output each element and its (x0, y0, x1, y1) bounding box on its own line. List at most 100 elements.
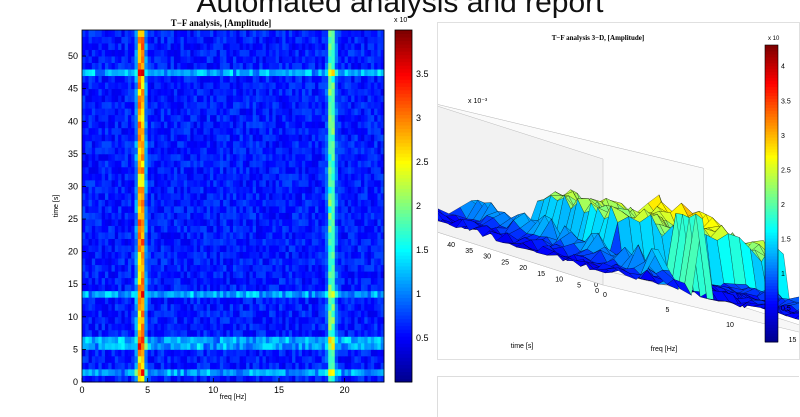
heatmap-cell (230, 317, 234, 324)
heatmap-cell (121, 160, 125, 167)
heatmap-cell (315, 50, 319, 57)
heatmap-cell (266, 115, 270, 122)
heatmap-cell (187, 115, 191, 122)
heatmap-cell (361, 291, 365, 298)
heatmap-cell (85, 167, 89, 174)
heatmap-y-tick-label: 15 (68, 279, 78, 289)
heatmap-cell (164, 278, 168, 285)
heatmap-cell (98, 284, 102, 291)
heatmap-cell (141, 82, 145, 89)
heatmap-cell (207, 219, 211, 226)
heatmap-cell (259, 284, 263, 291)
heatmap-cell (289, 186, 293, 193)
heatmap-cell (131, 258, 135, 265)
heatmap-cell (112, 199, 116, 206)
heatmap-cell (112, 206, 116, 213)
heatmap-cell (240, 362, 244, 369)
heatmap-cell (203, 63, 207, 70)
heatmap-cell (322, 30, 326, 37)
heatmap-cell (240, 245, 244, 252)
heatmap-cell (95, 134, 99, 141)
heatmap-cell (154, 69, 158, 76)
heatmap-cell (368, 30, 372, 37)
heatmap-cell (89, 121, 93, 128)
heatmap-cell (302, 265, 306, 272)
heatmap-cell (368, 323, 372, 330)
heatmap-cell (338, 147, 342, 154)
heatmap-cell (269, 69, 273, 76)
heatmap-cell (167, 56, 171, 63)
heatmap-cell (108, 239, 112, 246)
heatmap-cell (144, 336, 148, 343)
heatmap-cell (266, 95, 270, 102)
heatmap-cell (253, 121, 257, 128)
heatmap-cell (341, 76, 345, 83)
heatmap-cell (115, 147, 119, 154)
heatmap-cell (190, 271, 194, 278)
heatmap-cell (118, 369, 122, 376)
heatmap-cell (200, 76, 204, 83)
heatmap-cell (125, 349, 129, 356)
heatmap-cell (325, 271, 329, 278)
heatmap-cell (220, 167, 224, 174)
heatmap-cell (318, 213, 322, 220)
heatmap-cell (217, 193, 221, 200)
heatmap-cell (105, 239, 109, 246)
heatmap-cell (266, 76, 270, 83)
heatmap-cell (341, 199, 345, 206)
heatmap-cell (135, 160, 139, 167)
heatmap-cell (177, 291, 181, 298)
heatmap-cell (371, 160, 375, 167)
heatmap-cell (98, 232, 102, 239)
heatmap-cell (299, 76, 303, 83)
heatmap-cell (171, 330, 175, 337)
heatmap-cell (164, 330, 168, 337)
heatmap-cell (226, 304, 230, 311)
heatmap-cell (98, 199, 102, 206)
heatmap-cell (158, 160, 162, 167)
heatmap-cell (138, 160, 142, 167)
heatmap-cell (315, 343, 319, 350)
heatmap-cell (292, 43, 296, 50)
heatmap-cell (184, 284, 188, 291)
heatmap-cell (115, 362, 119, 369)
heatmap-cell (141, 43, 145, 50)
heatmap-cell (236, 226, 240, 233)
heatmap-cell (282, 252, 286, 259)
heatmap-cell (312, 336, 316, 343)
heatmap-cell (223, 193, 227, 200)
heatmap-x-tick-label: 0 (79, 385, 84, 395)
heatmap-cell (328, 121, 332, 128)
heatmap-cell (223, 56, 227, 63)
heatmap-cell (371, 102, 375, 109)
heatmap-cell (213, 141, 217, 148)
heatmap-cell (141, 76, 145, 83)
heatmap-cell (184, 102, 188, 109)
heatmap-cell (154, 121, 158, 128)
heatmap-cell (331, 310, 335, 317)
heatmap-cell (92, 154, 96, 161)
heatmap-cell (338, 50, 342, 57)
heatmap-cell (148, 310, 152, 317)
heatmap-cell (164, 95, 168, 102)
heatmap-cell (377, 167, 381, 174)
heatmap-cell (82, 278, 86, 285)
heatmap-cell (354, 160, 358, 167)
heatmap-cell (282, 102, 286, 109)
heatmap-cell (246, 245, 250, 252)
heatmap-cell (236, 167, 240, 174)
heatmap-cell (141, 284, 145, 291)
heatmap-cell (92, 102, 96, 109)
heatmap-cell (351, 147, 355, 154)
heatmap-cell (331, 219, 335, 226)
heatmap-cell (226, 297, 230, 304)
heatmap-cell (197, 369, 201, 376)
heatmap-cell (213, 349, 217, 356)
heatmap-cell (309, 56, 313, 63)
heatmap-cell (312, 134, 316, 141)
heatmap-cell (331, 167, 335, 174)
heatmap-cell (335, 108, 339, 115)
heatmap-cell (272, 291, 276, 298)
heatmap-cell (125, 317, 129, 324)
heatmap-cell (368, 330, 372, 337)
